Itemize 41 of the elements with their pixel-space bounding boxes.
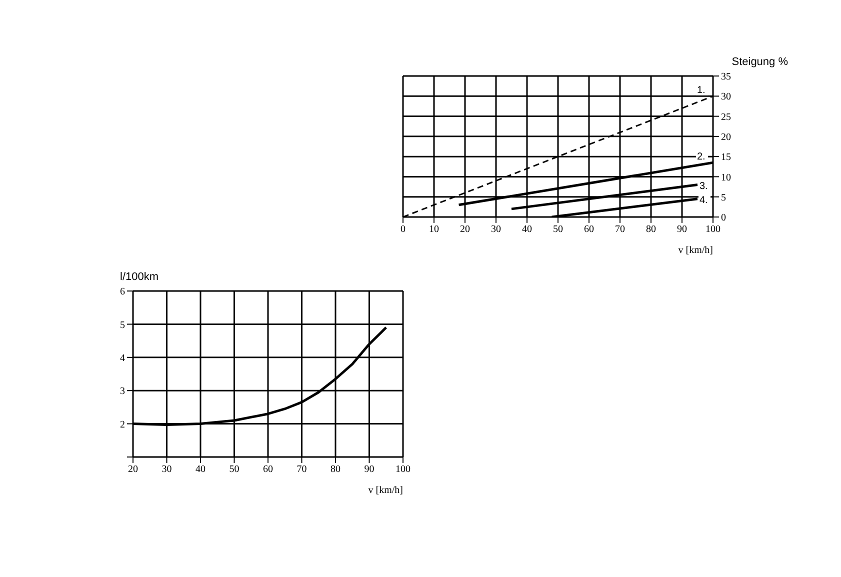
x-tick-label: 60 <box>263 464 273 476</box>
y-tick-label: 20 <box>721 132 731 143</box>
x-axis-title: v [km/h] <box>678 245 713 256</box>
x-tick-label: 80 <box>330 464 340 476</box>
y-tick-label: 4 <box>120 352 125 364</box>
x-tick-label: 30 <box>162 464 172 476</box>
x-tick-label: 40 <box>522 224 532 236</box>
series-label: 4. <box>700 194 708 206</box>
x-tick-label: 60 <box>584 224 594 236</box>
series-label: 1. <box>697 85 706 96</box>
x-tick-label: 50 <box>229 464 240 476</box>
y-axis-title: Steigung % <box>732 56 788 68</box>
series-label: 3. <box>700 180 708 192</box>
y-axis-title: l/100km <box>120 271 159 283</box>
x-tick-label: 90 <box>677 224 687 236</box>
series-label: 2. <box>697 152 706 163</box>
x-tick-label: 100 <box>706 224 720 236</box>
y-tick-label: 6 <box>120 286 125 298</box>
y-tick-label: 25 <box>721 112 731 123</box>
x-tick-label: 70 <box>296 464 307 476</box>
x-axis-title: v [km/h] <box>368 485 403 496</box>
y-tick-label: 30 <box>721 92 731 103</box>
y-tick-label: 5 <box>120 320 125 331</box>
y-tick-label: 0 <box>721 212 726 224</box>
x-tick-label: 80 <box>646 224 656 236</box>
x-tick-label: 50 <box>553 224 563 236</box>
y-tick-label: 3 <box>120 386 125 398</box>
x-tick-label: 30 <box>491 224 501 236</box>
x-tick-label: 0 <box>400 224 406 236</box>
x-tick-label: 20 <box>128 464 138 476</box>
x-tick-label: 20 <box>460 224 470 236</box>
x-tick-label: 40 <box>196 464 206 476</box>
x-tick-label: 70 <box>615 224 625 236</box>
y-tick-label: 15 <box>721 152 731 164</box>
y-tick-label: 10 <box>721 172 731 184</box>
y-tick-label: 2 <box>120 419 125 430</box>
y-tick-label: 5 <box>721 192 726 204</box>
x-tick-label: 10 <box>429 224 439 236</box>
y-tick-label: 35 <box>721 72 731 83</box>
x-tick-label: 100 <box>396 464 410 476</box>
x-tick-label: 90 <box>364 464 374 476</box>
